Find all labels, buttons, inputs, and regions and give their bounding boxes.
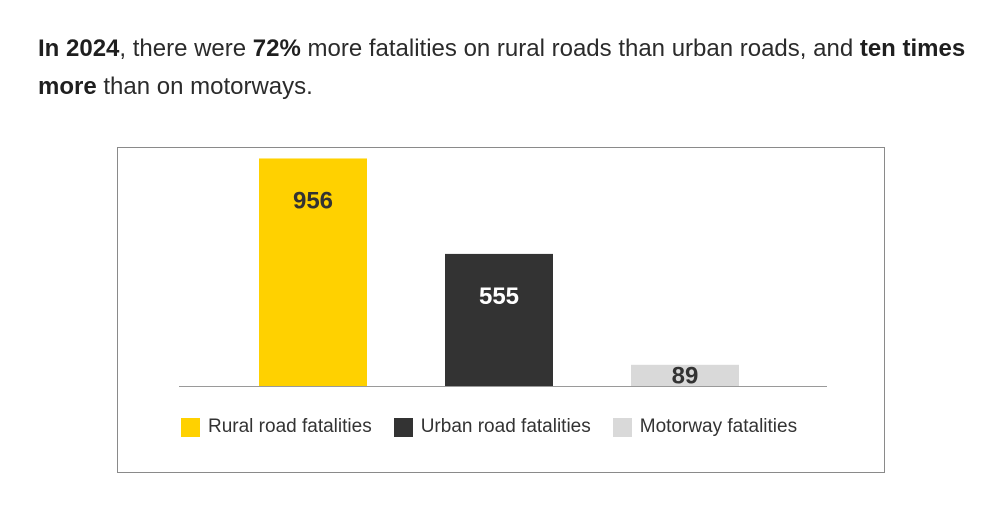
chart-frame: 956 555 89 Rural road fatalities Urban road…	[117, 147, 885, 473]
legend-label-2: Urban road fatalities	[420, 416, 591, 437]
legend-swatch-2	[393, 417, 413, 437]
headline: In 2024, there were 72% more fatalities …	[38, 30, 968, 106]
legend-label-1: Rural road fatalities	[208, 416, 372, 437]
legend-swatch-3	[612, 417, 632, 437]
legend-item-1: Rural road fatalities	[181, 416, 372, 438]
headline-percent: 72%	[252, 35, 301, 62]
bar-chart: 956 555 89	[179, 158, 827, 389]
legend-label-3: Motorway fatalities	[639, 416, 798, 437]
legend-swatch-1	[181, 417, 200, 437]
legend-item-2: Urban road fatalities	[393, 416, 591, 438]
headline-ten-times: ten times more	[38, 35, 966, 100]
headline-year: In 2024	[38, 35, 120, 62]
bar-2	[445, 253, 553, 386]
headline-text-1: , there were	[119, 35, 253, 62]
bar-1	[259, 158, 367, 386]
bar-value-label-3: 89	[672, 362, 699, 389]
bar-3	[631, 364, 739, 386]
legend-item-3: Motorway fatalities	[612, 416, 798, 438]
headline-text-2: more fatalities on rural roads than urba…	[300, 35, 860, 62]
chart-legend: Rural road fatalities Urban road fataliti…	[181, 412, 819, 442]
bar-value-label-1: 956	[293, 187, 333, 214]
headline-text-3: than on motorways.	[96, 73, 313, 100]
bar-value-label-2: 555	[479, 283, 519, 310]
